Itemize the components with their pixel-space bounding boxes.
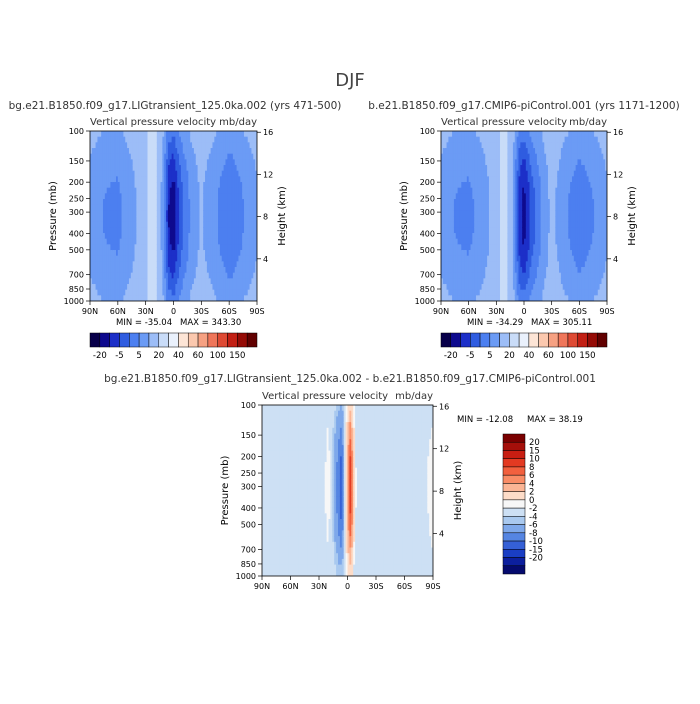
colorbar-swatch [129,333,139,347]
y-tick-label: 300 [69,208,84,217]
colorbar-swatch [100,333,110,347]
colorbar-label: 150 [229,351,245,361]
panel-1: bg.e21.B1850.f09_g17.LIGtransient_125.0k… [9,100,342,361]
y2-tick-label: 12 [263,170,273,179]
variable-label: Vertical pressure velocity [90,117,216,128]
colorbar-swatch [119,333,129,347]
panel-title: bg.e21.B1850.f09_g17.LIGtransient_125.0k… [9,100,342,112]
colorbar-label: -20 [93,351,107,361]
colorbar-swatch [178,333,188,347]
colorbar-label: 100 [210,351,226,361]
stats-max: MAX = 343.30 [180,318,241,328]
x-tick-label: 30S [194,307,209,316]
units-label: mb/day [569,117,607,128]
panel-2: b.e21.B1850.f09_g17.CMIP6-piControl.001 … [368,100,679,361]
colorbar-swatch [159,333,169,347]
y-tick-label: 250 [69,195,84,204]
y-tick-label: 1000 [64,297,84,306]
figure-title: DJF [335,70,365,91]
variable-label: Vertical pressure velocity [441,117,567,128]
x-tick-label: 60N [110,307,126,316]
stats-min: MIN = -35.04 [116,318,172,328]
contour-field [441,131,608,302]
y2-tick-label: 4 [263,255,268,264]
units-label: mb/day [219,117,257,128]
colorbar-label: 5 [136,351,141,361]
y-tick-label: 500 [69,246,84,255]
colorbar-label: -5 [115,351,123,361]
y-tick-label: 150 [69,157,84,166]
colorbar-swatch [139,333,149,347]
panel-title: b.e21.B1850.f09_g17.CMIP6-piControl.001 … [368,100,679,112]
y-tick-label: 400 [69,229,84,238]
colorbar-swatch [169,333,179,347]
y2-axis-label: Height (km) [277,186,288,246]
x-tick-label: 30N [138,307,154,316]
colorbar-label: 60 [193,351,204,361]
contour-field [90,131,258,302]
y2-tick-label: 8 [263,213,268,222]
y-tick-label: 100 [69,127,84,136]
colorbar-swatch [90,333,100,347]
colorbar-swatch [198,333,208,347]
colorbar-swatch [149,333,159,347]
colorbar-swatch [188,333,198,347]
colorbar-swatch [110,333,120,347]
y2-tick-label: 16 [263,128,273,137]
colorbar-swatch [208,333,218,347]
colorbar-label: 20 [153,351,164,361]
colorbar-swatch [228,333,238,347]
colorbar-swatch [218,333,228,347]
y-tick-label: 850 [69,285,84,294]
x-tick-label: 90N [82,307,98,316]
y-tick-label: 200 [69,178,84,187]
y-axis-label: Pressure (mb) [48,181,59,251]
x-tick-label: 60S [222,307,237,316]
x-tick-label: 0 [171,307,176,316]
x-tick-label: 90S [249,307,264,316]
y-tick-label: 700 [69,271,84,280]
colorbar-label: 40 [173,351,184,361]
colorbar-swatch [237,333,247,347]
colorbar-swatch [247,333,257,347]
